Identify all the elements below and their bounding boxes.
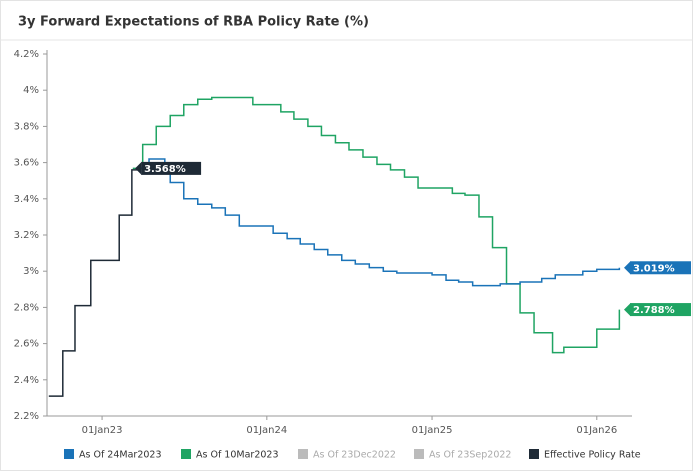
legend-label[interactable]: As Of 24Mar2023: [79, 450, 162, 461]
end-label-pointer: [624, 261, 630, 274]
series-line: [48, 168, 140, 397]
end-label: 3.568%: [144, 164, 186, 175]
end-label-pointer: [624, 303, 630, 316]
x-tick-label: 01Jan24: [246, 425, 287, 436]
legend-label[interactable]: As Of 10Mar2023: [196, 450, 279, 461]
end-label-box: [630, 303, 691, 317]
end-label-box: [141, 161, 202, 175]
x-tick-label: 01Jan25: [412, 425, 453, 436]
legend-label[interactable]: As Of 23Sep2022: [429, 450, 511, 461]
series-line: [139, 158, 621, 287]
y-tick-label: 3.8%: [14, 121, 39, 132]
y-tick-label: 2.2%: [14, 411, 39, 422]
y-tick-label: 4.2%: [14, 49, 39, 60]
legend-swatch[interactable]: [529, 449, 539, 459]
legend-swatch[interactable]: [298, 449, 308, 459]
legend-swatch[interactable]: [181, 449, 191, 459]
legend-swatch[interactable]: [414, 449, 424, 459]
series-line: [132, 96, 621, 354]
end-label-pointer: [135, 162, 142, 175]
end-label-box: [630, 261, 691, 275]
legend-label[interactable]: As Of 23Dec2022: [313, 450, 396, 461]
x-tick-label: 01Jan26: [576, 425, 617, 436]
y-tick-label: 4%: [23, 85, 39, 96]
y-tick-label: 3.2%: [14, 230, 39, 241]
end-label: 3.019%: [633, 263, 675, 274]
legend-label[interactable]: Effective Policy Rate: [544, 450, 641, 461]
y-tick-label: 2.8%: [14, 302, 39, 313]
y-tick-label: 3%: [23, 266, 39, 277]
end-label: 2.788%: [633, 305, 675, 316]
x-tick-label: 01Jan23: [82, 425, 123, 436]
y-tick-label: 3.4%: [14, 194, 39, 205]
y-tick-label: 3.6%: [14, 158, 39, 169]
legend-swatch[interactable]: [64, 449, 74, 459]
y-tick-label: 2.6%: [14, 339, 39, 350]
chart-title: 3y Forward Expectations of RBA Policy Ra…: [18, 15, 369, 30]
y-tick-label: 2.4%: [14, 375, 39, 386]
